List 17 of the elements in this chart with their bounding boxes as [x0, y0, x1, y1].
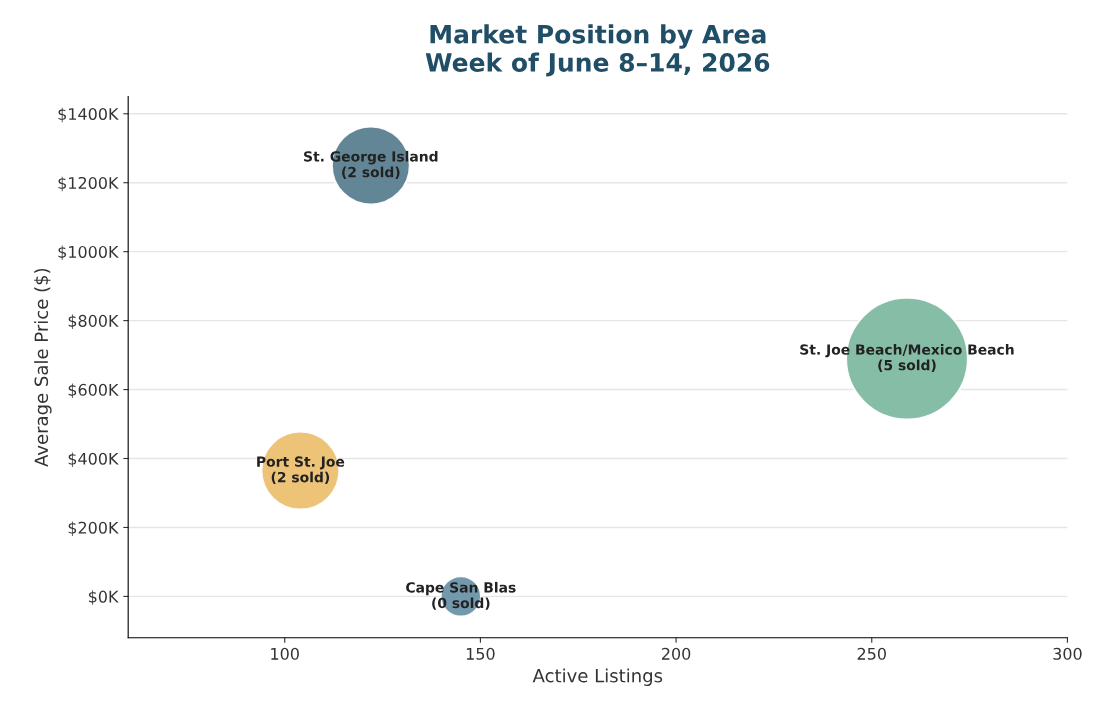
y-tick-label: $400K	[68, 452, 119, 467]
x-tick-label: 150	[466, 647, 495, 660]
y-axis-title: Average Sale Price ($)	[34, 268, 52, 467]
y-tick-label: $1000K	[58, 245, 119, 261]
x-tick-label: 200	[662, 647, 691, 660]
y-tick-label: $1400K	[58, 107, 119, 123]
y-tick-label: $1200K	[58, 176, 119, 192]
x-tick-label: 100	[271, 647, 299, 660]
y-tick-label: $600K	[68, 383, 119, 398]
x-tick-label: 250	[857, 647, 886, 660]
chart-title: Market Position by Area Week of June 8–14, 2026	[425, 24, 770, 77]
annotation: St. Joe Beach/Mexico Beach (5 sold)	[800, 344, 1014, 372]
y-tick-label: $0K	[88, 590, 119, 605]
y-tick-label: $200K	[68, 521, 119, 536]
x-axis-title: Active Listings	[532, 668, 663, 686]
y-tick-label: $800K	[68, 314, 119, 330]
x-tick-label: 300	[1053, 647, 1082, 660]
